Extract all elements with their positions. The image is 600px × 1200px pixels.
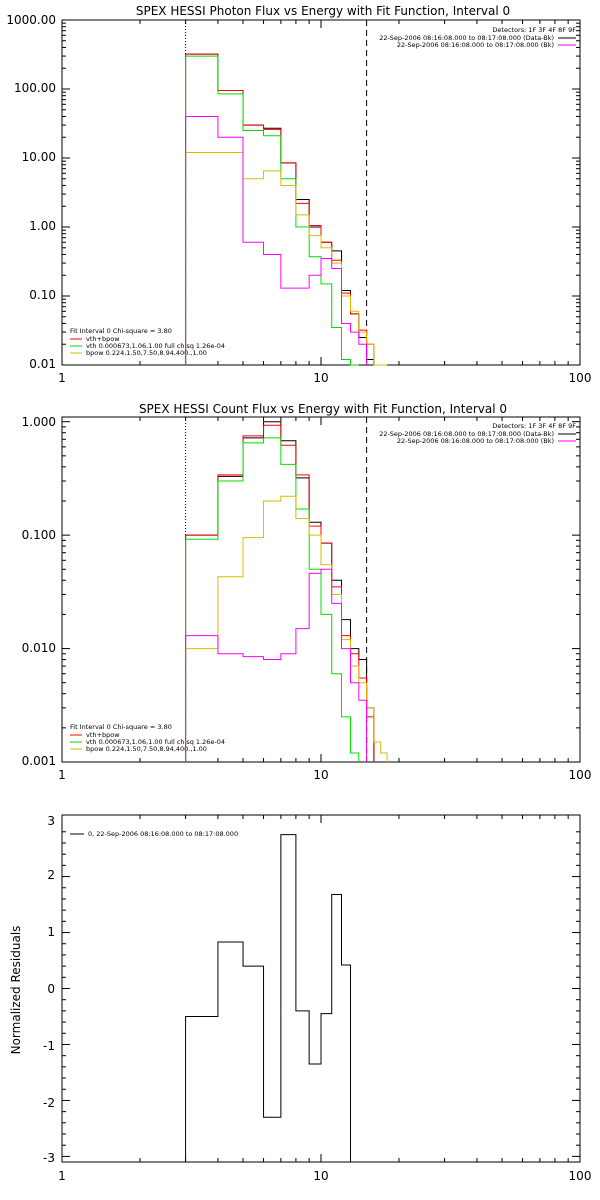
count-legend-entry: 22-Sep-2006 08:16:08.000 to 08:17:08.000… — [379, 430, 554, 438]
photon-series-3-histogram — [185, 152, 388, 366]
count-xtick-label: 1 — [58, 768, 66, 782]
count-ytick-label: 0.100 — [22, 528, 56, 542]
count-series-2-histogram — [185, 437, 360, 762]
photon-x-ticks — [61, 20, 581, 365]
count-ytick-label: 1.000 — [22, 415, 56, 429]
count-chart-title: SPEX HESSI Count Flux vs Energy with Fit… — [139, 402, 507, 416]
count-detectors-label: Detectors: 1F 3F 4F 8F 9F — [492, 422, 576, 430]
count-fit-entry: bpow 0.224,1.50,7.50,8.94,400.,1.00 — [86, 745, 207, 753]
count-fit-entry: vth 0.000673,1.06,1.00 full chisq 1.26e-… — [86, 738, 225, 746]
residuals-xtick-label: 10 — [313, 1169, 328, 1183]
residuals-x-ticks — [61, 815, 581, 1162]
count-x-ticks — [61, 417, 581, 762]
photon-y-ticks — [62, 19, 580, 366]
photon-series-4-histogram — [185, 115, 368, 365]
photon-chart-title: SPEX HESSI Photon Flux vs Energy with Fi… — [136, 4, 510, 18]
photon-fit-legend: Fit Interval 0 Chi-square = 3.80 vth+bpo… — [70, 327, 225, 357]
residuals-ytick-label: -3 — [43, 1151, 55, 1165]
count-fit-header: Fit Interval 0 Chi-square = 3.80 — [70, 723, 172, 731]
photon-legend-entry: 22-Sep-2006 08:16:08.000 to 08:17:08.000… — [379, 34, 554, 42]
count-series-4-histogram — [185, 568, 368, 762]
photon-ytick-label: 0.10 — [29, 288, 56, 302]
residuals-panel: Normalized Residuals 1 10 100 3 2 1 0 -1… — [9, 814, 591, 1183]
photon-ytick-label: 1000.00 — [6, 13, 56, 27]
residuals-plot-frame — [61, 814, 581, 1163]
count-fit-legend: Fit Interval 0 Chi-square = 3.80 vth+bpo… — [70, 723, 225, 753]
photon-fit-header: Fit Interval 0 Chi-square = 3.80 — [70, 327, 172, 335]
photon-xtick-label: 100 — [569, 371, 592, 385]
photon-plot-frame — [61, 19, 581, 366]
count-legend-top: Detectors: 1F 3F 4F 8F 9F 22-Sep-2006 08… — [379, 422, 576, 445]
residuals-xtick-label: 100 — [569, 1169, 592, 1183]
residuals-y-axis-label: Normalized Residuals — [9, 926, 23, 1055]
residuals-legend: 0, 22-Sep-2006 08:16:08.000 to 08:17:08.… — [70, 830, 238, 838]
photon-ytick-label: 100.00 — [14, 81, 56, 95]
photon-fit-entry: bpow 0.224,1.50,7.50,8.94,400.,1.00 — [86, 349, 207, 357]
residuals-ytick-label: 3 — [47, 814, 55, 828]
photon-ytick-label: 10.00 — [22, 150, 56, 164]
count-ytick-label: 0.001 — [22, 754, 56, 768]
count-series-3-histogram — [185, 495, 388, 762]
count-xtick-label: 100 — [569, 768, 592, 782]
residuals-ytick-label: 1 — [47, 925, 55, 939]
photon-series-2-histogram — [185, 55, 359, 366]
count-fit-entry: vth+bpow — [86, 731, 120, 739]
photon-xtick-label: 10 — [313, 371, 328, 385]
photon-ytick-label: 1.00 — [29, 219, 56, 233]
photon-legend-top: Detectors: 1F 3F 4F 8F 9F 22-Sep-2006 08… — [379, 26, 576, 49]
residuals-series-0-histogram — [185, 834, 352, 1162]
photon-flux-panel: SPEX HESSI Photon Flux vs Energy with Fi… — [6, 4, 591, 385]
photon-detectors-label: Detectors: 1F 3F 4F 8F 9F — [492, 26, 576, 34]
photon-legend-entry: 22-Sep-2006 08:16:08.000 to 08:17:08.000… — [397, 41, 554, 49]
residuals-xtick-label: 1 — [58, 1169, 66, 1183]
residuals-ytick-label: 2 — [47, 868, 55, 882]
residuals-ytick-label: 0 — [47, 982, 55, 996]
count-series-1-histogram — [185, 424, 375, 762]
count-series-0-histogram — [185, 421, 375, 762]
residuals-legend-entry: 0, 22-Sep-2006 08:16:08.000 to 08:17:08.… — [88, 830, 238, 838]
photon-fit-entry: vth 0.000673,1.06,1.00 full chisq 1.26e-… — [86, 342, 225, 350]
residuals-y-ticks — [62, 831, 580, 1157]
count-ytick-label: 0.010 — [22, 641, 56, 655]
photon-series-1-histogram — [185, 53, 375, 365]
photon-ytick-label: 0.01 — [29, 357, 56, 371]
photon-xtick-label: 1 — [58, 371, 66, 385]
residuals-ytick-label: -1 — [43, 1039, 55, 1053]
count-y-ticks — [62, 421, 580, 763]
photon-series-0-histogram — [185, 53, 375, 365]
photon-fit-entry: vth+bpow — [86, 335, 120, 343]
count-legend-entry: 22-Sep-2006 08:16:08.000 to 08:17:08.000… — [397, 437, 554, 445]
count-xtick-label: 10 — [313, 768, 328, 782]
residuals-ytick-label: -2 — [43, 1096, 55, 1110]
count-flux-panel: SPEX HESSI Count Flux vs Energy with Fit… — [22, 402, 592, 782]
